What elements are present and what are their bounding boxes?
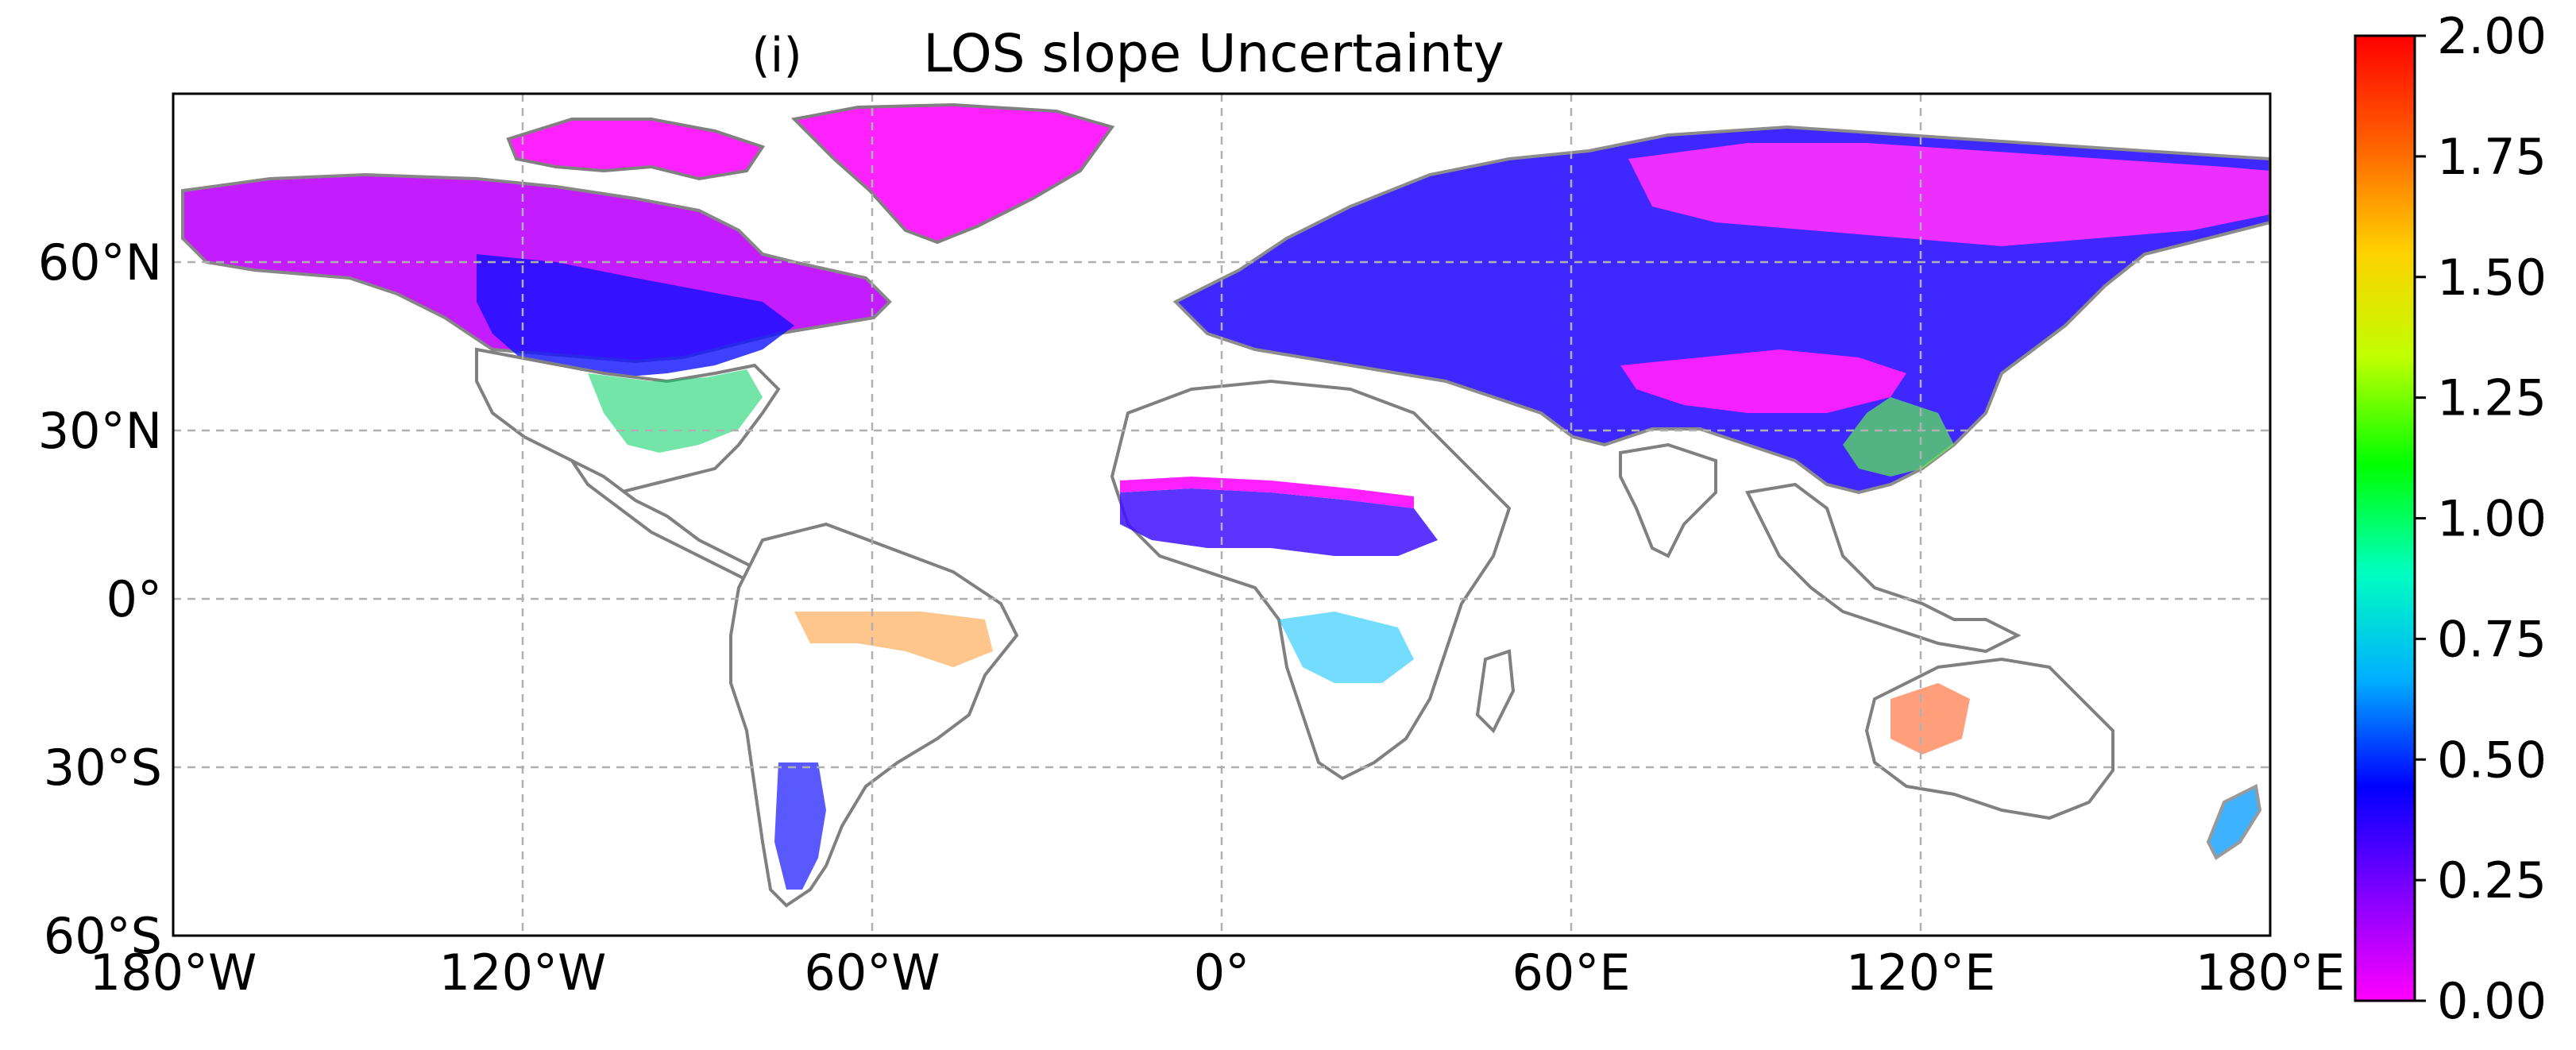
panel-label: (i)	[751, 28, 802, 83]
map-frame	[172, 92, 2272, 937]
new-zealand-region	[2206, 784, 2262, 860]
india-region	[1619, 442, 1717, 558]
colorbar-tick-label: 1.00	[2437, 490, 2547, 548]
x-tick-label: 0°	[1194, 944, 1249, 1002]
patagonia-region	[774, 762, 826, 890]
australia-west-region	[1890, 683, 1970, 755]
colorbar-tick-label: 0.25	[2437, 851, 2547, 909]
colorbar-tick-label: 0.75	[2437, 610, 2547, 668]
madagascar-region	[1475, 649, 1516, 734]
y-tick-label: 30°N	[38, 402, 162, 460]
sahel-band-region	[1120, 488, 1438, 556]
sahel-north-edge-region	[1120, 477, 1414, 508]
greenland-region	[790, 102, 1115, 245]
x-axis-ticks: 180°W 120°W 60°W 0° 60°E 120°E 180°E	[90, 944, 2346, 1002]
x-tick-label: 180°W	[90, 944, 257, 1002]
arctic-islands-region	[506, 118, 766, 181]
gridlines	[173, 94, 2270, 936]
map-title: LOS slope Uncertainty	[923, 23, 1504, 84]
central-africa-region	[1279, 612, 1414, 683]
colorbar-tick-label: 1.75	[2437, 128, 2547, 186]
colorbar-tick-label: 0.50	[2437, 731, 2547, 789]
x-tick-label: 120°E	[1846, 944, 1996, 1002]
x-tick-label: 60°E	[1512, 944, 1630, 1002]
siberia-region	[1628, 143, 2270, 246]
tibet-region	[1620, 349, 1906, 413]
x-tick-label: 120°W	[439, 944, 607, 1002]
colorbar-tick-label: 2.00	[2437, 7, 2547, 65]
land-data-layer	[181, 102, 2270, 908]
colorbar: 2.00 1.75 1.50 1.25 1.00 0.75 0.50 0.25 0.00	[2354, 7, 2547, 1030]
colorbar-ticks: 2.00 1.75 1.50 1.25 1.00 0.75 0.50 0.25 0.00	[2415, 7, 2547, 1030]
y-tick-label: 60°S	[44, 907, 162, 965]
map-plot-area: 180°W 120°W 60°W 0° 60°E 120°E 180°E 60°N 30°N 0…	[38, 92, 2346, 1002]
southeast-asia-region	[1745, 482, 2022, 654]
north-america-forest-region	[477, 254, 794, 377]
colorbar-tick-label: 0.00	[2437, 972, 2547, 1030]
y-tick-label: 60°N	[38, 234, 162, 291]
x-tick-label: 180°E	[2196, 944, 2346, 1002]
y-tick-label: 0°	[106, 570, 162, 628]
y-axis-ticks: 60°N 30°N 0° 30°S 60°S	[38, 234, 162, 965]
x-tick-label: 60°W	[804, 944, 940, 1002]
amazon-region	[794, 612, 993, 667]
colorbar-tick-label: 1.25	[2437, 369, 2547, 427]
east-asia-region	[1843, 397, 1954, 477]
north-america-southeast-region	[588, 369, 763, 453]
colorbar-gradient	[2354, 34, 2416, 1002]
y-tick-label: 30°S	[44, 739, 162, 797]
colorbar-tick-label: 1.50	[2437, 249, 2547, 307]
